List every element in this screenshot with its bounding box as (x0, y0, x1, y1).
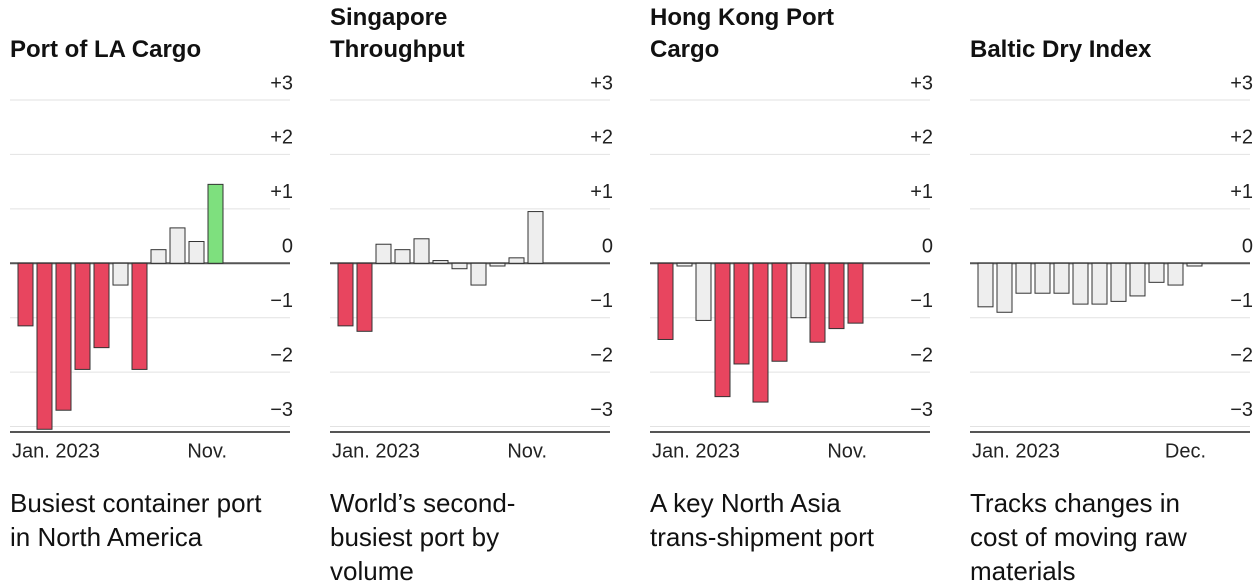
y-tick-label: −1 (270, 290, 293, 312)
y-tick-label: +2 (270, 127, 293, 149)
bar (36, 262, 53, 430)
y-tick-label: −3 (910, 399, 933, 421)
y-tick-label: −3 (270, 399, 293, 421)
bar (55, 262, 72, 411)
chart: +3 +2 +1 0 −1 −2 −3 Jan. 2023 Nov. (10, 72, 293, 462)
bar (375, 243, 392, 264)
x-tick-label: Jan. 2023 (972, 440, 1060, 462)
bar (508, 257, 525, 264)
bar (451, 262, 468, 270)
y-tick-label: −3 (1230, 399, 1253, 421)
x-tick-label: Dec. (1165, 440, 1206, 462)
x-tick-label: Jan. 2023 (12, 440, 100, 462)
bar (790, 262, 807, 319)
y-tick-label: +3 (590, 72, 613, 94)
bar (752, 262, 769, 403)
y-tick-label: +3 (910, 72, 933, 94)
y-tick-label: +1 (910, 181, 933, 203)
chart-panel: Baltic Dry Index +3 +2 +1 0 −1 −2 −3 Jan. 2023 De… (970, 0, 1258, 586)
x-tick-label: Jan. 2023 (332, 440, 420, 462)
bar (17, 262, 34, 327)
bar (93, 262, 110, 349)
chart-description: World’s second-busiest port by volume (330, 488, 516, 586)
bar (771, 262, 788, 362)
chart-description: Tracks changes in cost of moving raw mat… (970, 488, 1187, 586)
chart-panel: Port of LA Cargo +3 +2 +1 0 −1 −2 −3 Jan. 2023 No… (10, 0, 310, 584)
bar (489, 262, 506, 267)
y-tick-label: +2 (1230, 127, 1253, 149)
bar (356, 262, 373, 332)
chart-title: Singapore Throughput (330, 4, 465, 63)
bar (828, 262, 845, 330)
bar (188, 241, 205, 264)
chart-description: Busiest container port in North America (10, 488, 262, 552)
y-tick-label: −2 (910, 344, 933, 366)
y-tick-label: +3 (1230, 72, 1253, 94)
y-tick-label: 0 (602, 236, 613, 258)
x-tick-label: Jan. 2023 (652, 440, 740, 462)
x-tick-label: Nov. (827, 440, 867, 462)
y-tick-label: +3 (270, 72, 293, 94)
bar (1148, 262, 1165, 283)
bar (432, 260, 449, 264)
chart-panel: Singapore Throughput +3 +2 +1 0 −1 −2 −3 Jan. 20… (330, 0, 630, 586)
x-tick-label: Nov. (507, 440, 547, 462)
chart: +3 +2 +1 0 −1 −2 −3 Jan. 2023 Dec. (970, 72, 1253, 462)
bar (1015, 262, 1032, 294)
bar (131, 262, 148, 370)
chart: +3 +2 +1 0 −1 −2 −3 Jan. 2023 Nov. (650, 72, 933, 462)
bar (1034, 262, 1051, 294)
chart-title: Port of LA Cargo (10, 36, 202, 63)
bar (470, 262, 487, 286)
y-tick-label: −3 (590, 399, 613, 421)
bar (657, 262, 674, 340)
bar (809, 262, 826, 343)
y-tick-label: +1 (1230, 181, 1253, 203)
bar (847, 262, 864, 324)
y-tick-label: +1 (270, 181, 293, 203)
bar (695, 262, 712, 321)
y-tick-label: −1 (910, 290, 933, 312)
bar (1053, 262, 1070, 294)
bar (1110, 262, 1127, 302)
chart-title: Baltic Dry Index (970, 36, 1152, 63)
bar (207, 183, 224, 264)
chart-title: Hong Kong Port Cargo (650, 4, 834, 63)
bar (74, 262, 91, 370)
chart-description: A key North Asia trans-shipment port (650, 488, 874, 552)
bar (1129, 262, 1146, 297)
y-tick-label: +2 (910, 127, 933, 149)
bar (714, 262, 731, 398)
bar (169, 227, 186, 264)
bar (150, 249, 167, 264)
y-tick-label: +2 (590, 127, 613, 149)
chart: +3 +2 +1 0 −1 −2 −3 Jan. 2023 Nov. (330, 72, 613, 462)
bar (977, 262, 994, 308)
bar (1167, 262, 1184, 286)
bar (394, 249, 411, 264)
bar (1186, 262, 1203, 267)
bar (1091, 262, 1108, 305)
y-tick-label: −2 (590, 344, 613, 366)
y-tick-label: −1 (590, 290, 613, 312)
y-tick-label: −2 (1230, 344, 1253, 366)
bar (733, 262, 750, 365)
bar (112, 262, 129, 286)
bar (413, 238, 430, 264)
y-tick-label: 0 (922, 236, 933, 258)
bar (1072, 262, 1089, 305)
y-tick-label: −1 (1230, 290, 1253, 312)
bar (527, 211, 544, 264)
bar (676, 262, 693, 267)
y-tick-label: 0 (1242, 236, 1253, 258)
y-tick-label: −2 (270, 344, 293, 366)
bar (337, 262, 354, 327)
chart-panel: Hong Kong Port Cargo +3 +2 +1 0 −1 −2 −3 Jan. 20… (650, 0, 950, 584)
bar (996, 262, 1013, 313)
y-tick-label: +1 (590, 181, 613, 203)
y-tick-label: 0 (282, 236, 293, 258)
x-tick-label: Nov. (187, 440, 227, 462)
